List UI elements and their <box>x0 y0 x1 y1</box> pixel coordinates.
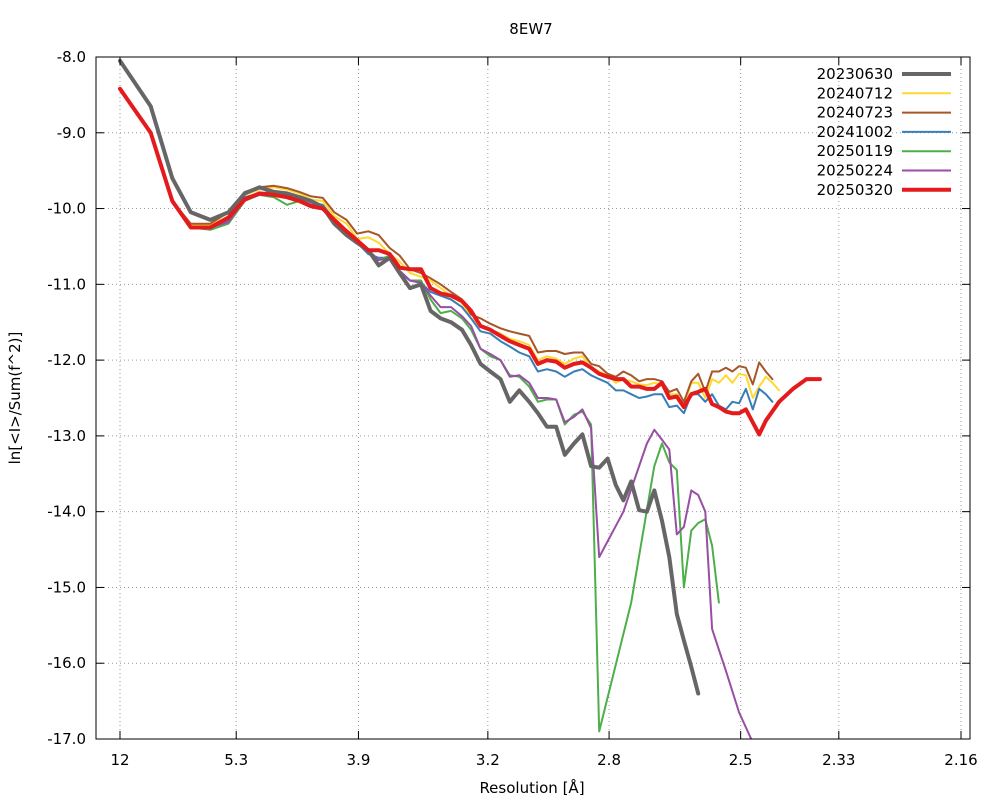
series-group <box>118 58 822 739</box>
legend-label: 20241002 <box>817 123 893 141</box>
y-tick-label: -15.0 <box>47 578 86 596</box>
chart-title: 8EW7 <box>509 20 552 38</box>
x-axis-label: Resolution [Å] <box>479 778 584 797</box>
y-tick-label: -9.0 <box>57 124 86 142</box>
x-tick-label: 2.8 <box>597 751 621 769</box>
series-line-20240712 <box>119 87 781 407</box>
y-tick-label: -14.0 <box>47 503 86 521</box>
axes: -8.0 -9.0 -10.0 -11.0 -12.0 -13.0 -14.0 -15.0 -1… <box>47 48 978 769</box>
series-line-20230630 <box>118 58 701 696</box>
y-tick-label: -11.0 <box>47 275 86 293</box>
y-tick-label: -16.0 <box>47 654 86 672</box>
x-tick-label: 3.2 <box>476 751 500 769</box>
legend-label: 20240723 <box>817 104 893 122</box>
x-tick-label: 3.9 <box>347 751 371 769</box>
series-line-20250320 <box>118 86 822 437</box>
legend-label: 20230630 <box>817 65 893 83</box>
x-tick-label: 2.16 <box>944 751 977 769</box>
legend-label: 20250320 <box>817 181 893 199</box>
y-tick-label: -17.0 <box>47 730 86 748</box>
y-axis-label: ln[<I>/Sum(f^2)] <box>6 332 24 465</box>
y-tick-label: -10.0 <box>47 200 86 218</box>
x-tick-label: 12 <box>110 751 129 769</box>
y-tick-label: -8.0 <box>57 48 86 66</box>
x-tick-label: 2.5 <box>729 751 753 769</box>
y-tick-label: -13.0 <box>47 427 86 445</box>
series-line-20241002 <box>119 87 774 415</box>
legend-label: 20240712 <box>817 84 893 102</box>
plot-frame <box>95 56 971 740</box>
x-tick-label: 2.33 <box>822 751 855 769</box>
legend-label: 20250119 <box>817 142 893 160</box>
series-line-20240723 <box>119 87 774 403</box>
y-tick-label: -12.0 <box>47 351 86 369</box>
series-line-20250119 <box>119 87 720 733</box>
series-line-20250224 <box>119 87 753 739</box>
x-tick-label: 5.3 <box>224 751 248 769</box>
legend-label: 20250224 <box>817 162 893 180</box>
